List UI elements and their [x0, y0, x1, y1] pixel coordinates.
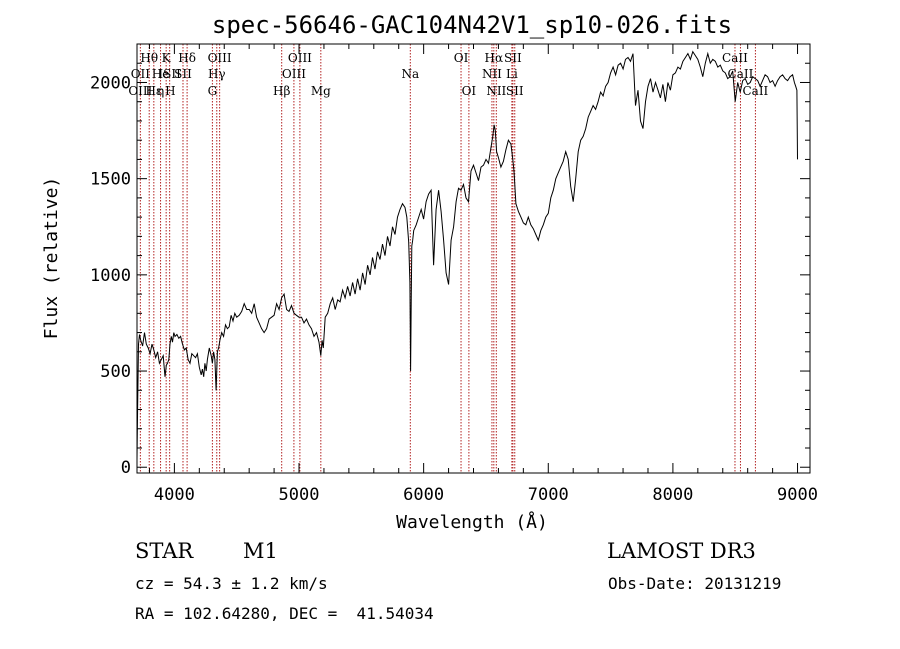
x-tick-label: 7000	[528, 485, 569, 505]
x-axis: 4000 5000 6000 7000 8000 9000	[148, 44, 818, 505]
line-marker-label: Hδ	[178, 51, 196, 65]
line-marker-label: Mg	[311, 84, 331, 98]
object-subclass: M1	[243, 539, 278, 563]
line-marker-label: K	[162, 51, 172, 65]
line-marker-label: CaII	[722, 51, 748, 65]
line-marker-label: SII	[174, 67, 192, 81]
line-marker-label: H	[165, 84, 175, 98]
line-marker-label: OI	[462, 84, 477, 98]
line-marker-label: OIII	[128, 84, 152, 98]
line-marker-label: NII	[486, 84, 506, 98]
line-marker-label: OIII	[208, 51, 232, 65]
y-axis: 0 500 1000 1500 2000	[90, 62, 810, 478]
observation-date: Obs-Date: 20131219	[608, 574, 782, 593]
plot-frame	[136, 43, 811, 474]
line-marker-label: NII	[482, 67, 502, 81]
line-marker-label: SII	[506, 84, 524, 98]
line-marker-label: Na	[401, 67, 419, 81]
y-axis-label: Flux (relative)	[41, 177, 62, 340]
line-marker-label: CaII	[742, 84, 768, 98]
x-tick-label: 5000	[279, 485, 320, 505]
line-marker-label: He	[152, 67, 170, 81]
x-tick-label: 6000	[403, 485, 444, 505]
chart-title: spec-56646-GAC104N42V1_sp10-026.fits	[212, 11, 732, 39]
x-tick-label: 4000	[154, 485, 195, 505]
line-marker-label: OIII	[288, 51, 312, 65]
line-marker-label: Hθ	[140, 51, 158, 65]
line-marker-label: OIII	[282, 67, 306, 81]
line-marker-label: SII	[504, 51, 522, 65]
line-marker-label: Hα	[485, 51, 504, 65]
line-marker-label: Hβ	[273, 84, 290, 98]
spectrum-line	[136, 50, 798, 460]
line-marker-label: ISII	[158, 67, 181, 81]
line-marker-label: Hε	[145, 84, 162, 98]
y-tick-label: 1500	[90, 170, 131, 190]
line-markers	[139, 44, 756, 473]
line-marker-label: OII	[131, 67, 151, 81]
x-axis-label: Wavelength (Å)	[396, 511, 548, 533]
line-marker-label: η	[157, 84, 164, 98]
y-tick-label: 0	[121, 458, 131, 478]
x-tick-label: 9000	[777, 485, 818, 505]
y-tick-label: 2000	[90, 73, 131, 93]
x-tick-label: 8000	[652, 485, 693, 505]
object-class: STAR	[135, 539, 194, 563]
line-marker-label: OI	[454, 51, 469, 65]
y-tick-label: 500	[100, 362, 131, 382]
line-marker-label: Hγ	[208, 67, 226, 81]
y-tick-label: 1000	[90, 266, 131, 286]
ra-dec-coordinates: RA = 102.64280, DEC = 41.54034	[135, 604, 434, 623]
line-marker-label: CaII	[728, 67, 754, 81]
line-marker-label: G	[208, 84, 218, 98]
line-marker-label: Li	[506, 67, 518, 81]
survey-name: LAMOST DR3	[607, 539, 756, 563]
redshift-cz: cz = 54.3 ± 1.2 km/s	[135, 574, 328, 593]
